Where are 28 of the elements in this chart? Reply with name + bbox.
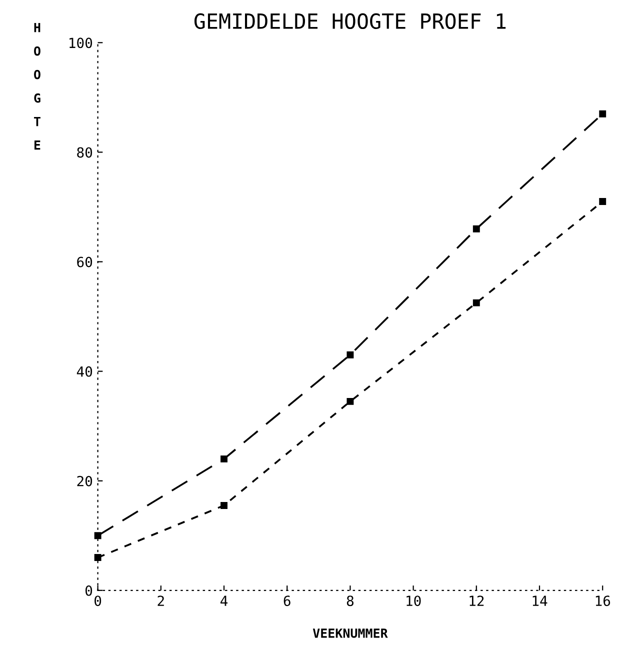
- x-tick-label: 4: [220, 596, 228, 606]
- y-axis-title: HOOGTE: [34, 23, 40, 150]
- point: [472, 299, 480, 306]
- chart-title: GEMIDDELDE HOOGTE PROEF 1: [194, 13, 506, 30]
- y-tick-label: 20: [77, 476, 92, 486]
- point: [346, 351, 354, 358]
- x-axis-title: VEEKNUMMER: [312, 628, 388, 638]
- y-tick-label: 40: [76, 366, 92, 377]
- x-tick-label: 8: [346, 596, 354, 606]
- y-tick-label: 80: [77, 147, 92, 158]
- point: [220, 502, 228, 509]
- x-tick-label: 12: [470, 596, 484, 606]
- point: [599, 198, 606, 205]
- y-tick-label: 60: [77, 256, 92, 268]
- y-tick-label: 0: [85, 585, 92, 596]
- x-tick-label: 6: [284, 596, 290, 606]
- point: [94, 554, 102, 562]
- point: [220, 455, 228, 462]
- point: [472, 225, 480, 232]
- x-tick-label: 14: [532, 596, 548, 606]
- point: [599, 110, 606, 118]
- x-tick-label: 10: [406, 596, 421, 606]
- y-tick-label: 100: [70, 38, 92, 48]
- x-tick-label: 2: [158, 596, 164, 606]
- point: [94, 532, 102, 540]
- point: [346, 398, 354, 405]
- x-tick-label: 16: [596, 596, 610, 606]
- x-tick-label: 0: [94, 596, 102, 606]
